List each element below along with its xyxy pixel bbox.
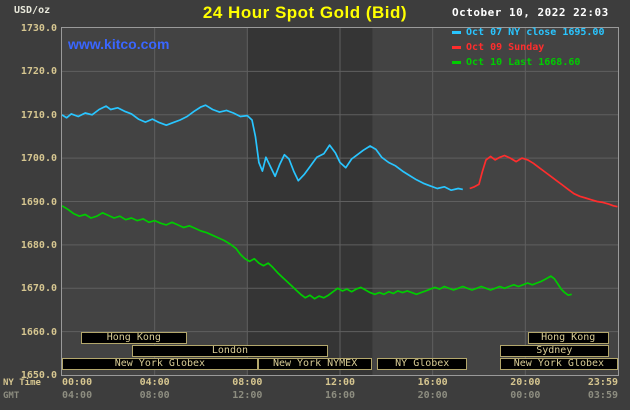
y-tick-label: 1690.0 <box>20 196 57 208</box>
x-tick-ny-time: 16:00 <box>417 377 448 388</box>
legend-item: Oct 07 NY close 1695.00 <box>452 25 626 40</box>
x-tick-ny-time: 23:59 <box>587 377 618 388</box>
x-tick-gmt: 03:59 <box>587 390 618 401</box>
ny-time-axis-label: NY Time <box>3 378 41 388</box>
chart-canvas <box>62 28 618 375</box>
series-line-oct07 <box>62 104 463 192</box>
x-tick-gmt: 00:00 <box>510 390 541 401</box>
x-tick-gmt: 12:00 <box>232 390 263 401</box>
series-line-oct10 <box>62 205 572 300</box>
series-line-oct09 <box>469 154 618 208</box>
legend-item: Oct 10 Last 1668.60 <box>452 55 626 70</box>
y-tick-label: 1710.0 <box>20 109 57 121</box>
y-tick-label: 1680.0 <box>20 239 57 251</box>
x-tick-ny-time: 20:00 <box>510 377 541 388</box>
header-info-panel: October 10, 2022 22:03 Oct 07 NY close 1… <box>452 6 626 70</box>
timestamp-label: October 10, 2022 22:03 <box>452 6 609 19</box>
legend-label: Oct 10 Last 1668.60 <box>466 57 581 68</box>
x-tick-gmt: 16:00 <box>324 390 356 401</box>
legend-label: Oct 07 NY close 1695.00 <box>466 27 605 38</box>
legend-swatch <box>452 61 461 64</box>
y-tick-label: 1730.0 <box>20 23 57 34</box>
chart-plot-area: Hong Kong Hong Kong London Sydney New York G… <box>61 27 619 376</box>
x-tick-ny-time: 04:00 <box>139 377 170 388</box>
legend-item: Oct 09 Sunday <box>452 40 626 55</box>
y-tick-label: 1720.0 <box>20 66 57 78</box>
x-tick-gmt: 08:00 <box>139 390 170 401</box>
x-tick-gmt: 04:00 <box>62 390 93 401</box>
y-tick-label: 1650.0 <box>20 370 57 381</box>
legend-swatch <box>452 31 461 34</box>
gmt-axis-label: GMT <box>3 391 20 401</box>
y-axis-unit-label: USD/oz <box>14 5 51 16</box>
y-tick-label: 1700.0 <box>20 153 57 165</box>
kitco-watermark-link[interactable]: www.kitco.com <box>68 36 170 52</box>
chart-legend: Oct 07 NY close 1695.00 Oct 09 Sunday Oct … <box>452 25 626 70</box>
x-tick-ny-time: 08:00 <box>232 377 263 388</box>
x-tick-gmt: 20:00 <box>417 390 448 401</box>
x-tick-ny-time: 12:00 <box>324 377 356 388</box>
x-axis-gmt-row: 04:00 08:00 12:00 16:00 20:00 00:00 03:59 <box>0 390 630 402</box>
legend-label: Oct 09 Sunday <box>466 42 545 53</box>
y-tick-label: 1670.0 <box>20 283 57 295</box>
y-tick-label: 1660.0 <box>20 326 57 338</box>
legend-swatch <box>452 46 461 49</box>
x-tick-ny-time: 00:00 <box>62 377 93 388</box>
x-axis-ny-time-row: 00:00 04:00 08:00 12:00 16:00 20:00 23:59 <box>0 377 630 389</box>
chart-title: 24 Hour Spot Gold (Bid) <box>202 3 408 22</box>
